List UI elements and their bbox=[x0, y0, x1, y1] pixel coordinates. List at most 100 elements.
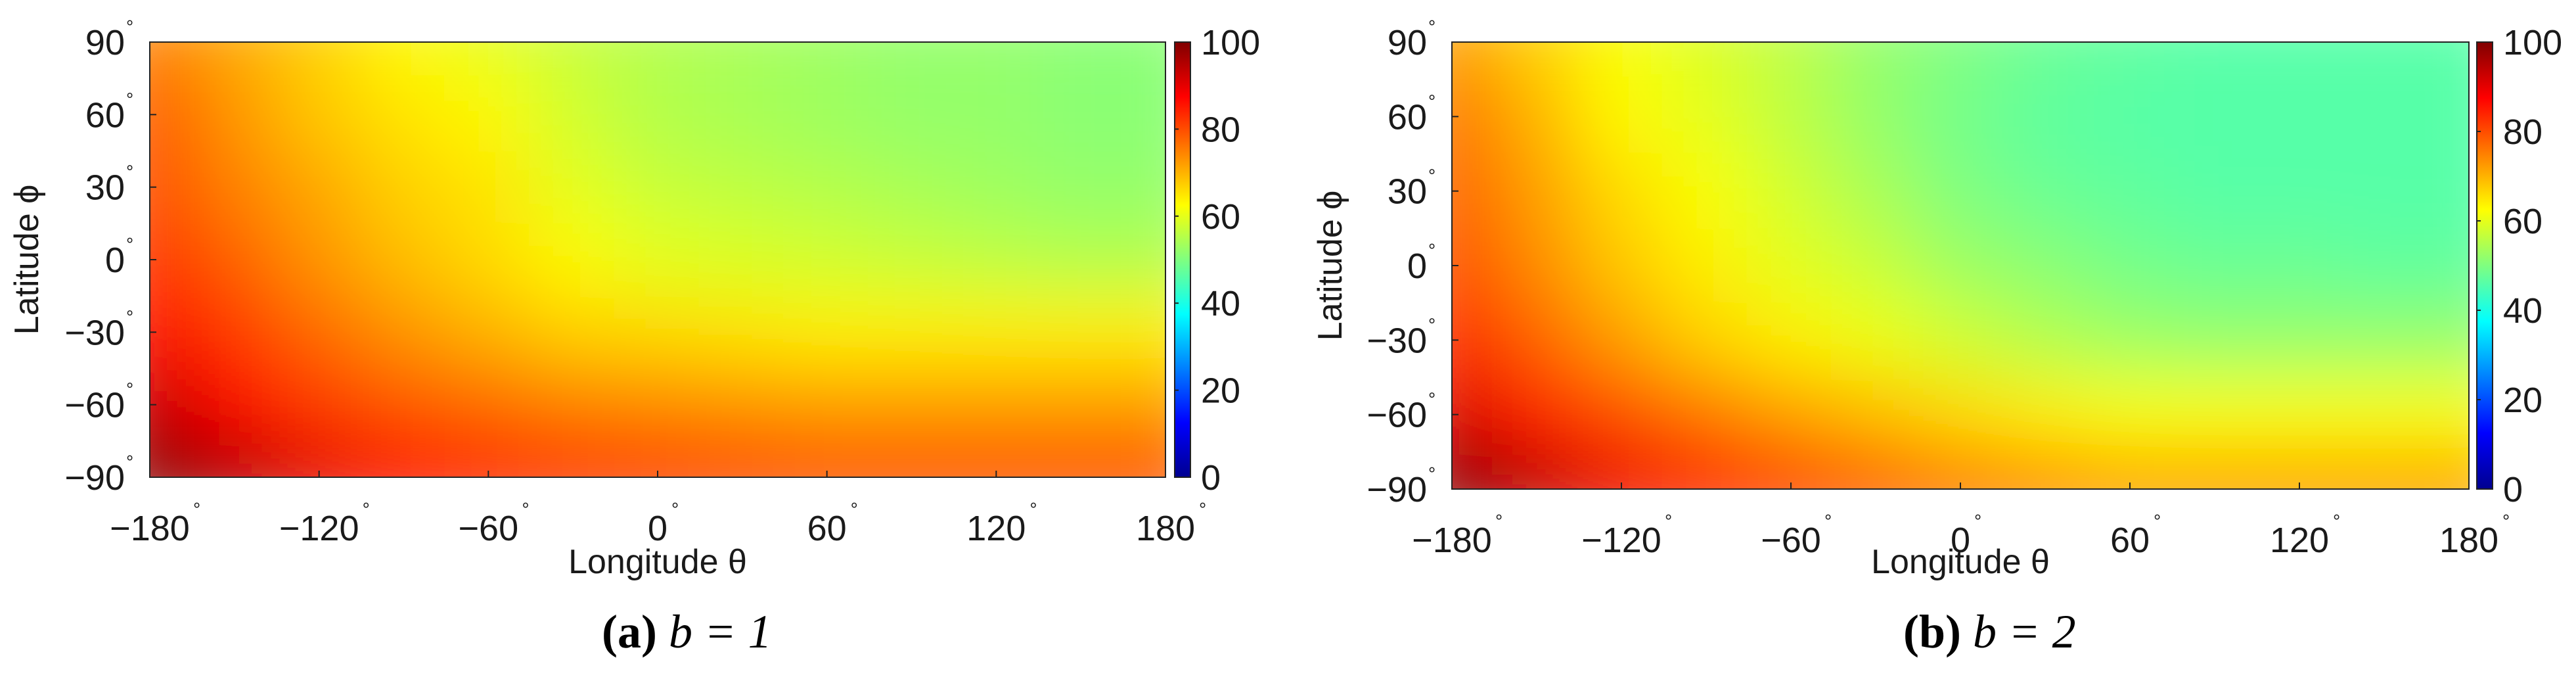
y-tick-degree: ° bbox=[1428, 463, 1435, 484]
heatmap-cell bbox=[1121, 42, 1165, 80]
heatmap-cell bbox=[2171, 301, 2259, 379]
x-ticks-b: −180 ° −120 ° −60 ° 0 ° 60 ° 120 ° 180 ° bbox=[1412, 482, 2510, 560]
heatmap-cell bbox=[2171, 450, 2259, 489]
heatmap-cell bbox=[614, 367, 702, 442]
heatmap-cell bbox=[2425, 153, 2469, 230]
y-tick-degree: ° bbox=[126, 234, 133, 254]
heatmap-cell bbox=[150, 42, 194, 80]
x-tick-label: 0 bbox=[1951, 521, 1970, 560]
heatmap-cell bbox=[1452, 376, 1496, 454]
heatmap-cell bbox=[191, 367, 279, 442]
heatmap-cell bbox=[2086, 227, 2174, 304]
heatmap-cell bbox=[1577, 301, 1665, 379]
heatmap-cell bbox=[444, 367, 532, 442]
heatmap-cell bbox=[952, 222, 1040, 298]
y-tick-degree: ° bbox=[1428, 91, 1435, 111]
heatmap-cell bbox=[698, 42, 786, 80]
caption-equation-a: b = 1 bbox=[669, 605, 772, 658]
y-axis-label-b: Latitude ϕ bbox=[1311, 191, 1349, 341]
y-tick-label: 0 bbox=[1407, 247, 1427, 286]
heatmap-cell bbox=[2001, 42, 2089, 81]
y-tick-degree: ° bbox=[126, 16, 133, 37]
colorbar-tick-label: 80 bbox=[1201, 110, 1240, 149]
heatmap-cell bbox=[1747, 78, 1835, 155]
colorbar-tick-label: 40 bbox=[2503, 291, 2542, 331]
heatmap-cell bbox=[1832, 78, 1920, 155]
heatmap-cell bbox=[868, 294, 955, 370]
x-tick-label: 120 bbox=[2270, 521, 2329, 560]
heatmap-cell bbox=[1452, 78, 1496, 155]
heatmap-cell bbox=[952, 367, 1040, 442]
y-tick-label: 30 bbox=[1388, 172, 1427, 212]
heatmap-cell bbox=[868, 42, 955, 80]
heatmap-b bbox=[1452, 42, 2469, 489]
heatmap-cell bbox=[360, 42, 447, 80]
heatmap-cell bbox=[698, 294, 786, 370]
heatmap-cell bbox=[614, 77, 702, 153]
heatmap-cell bbox=[191, 294, 279, 370]
heatmap-cell bbox=[1662, 153, 1750, 230]
colorbar-tick-label: 80 bbox=[2503, 112, 2542, 152]
heatmap-cell bbox=[360, 77, 447, 153]
heatmap-cell bbox=[1037, 222, 1125, 298]
x-tick-degree: ° bbox=[1199, 499, 1206, 519]
heatmap-cell bbox=[868, 439, 955, 477]
x-tick-label: 180 bbox=[2439, 521, 2498, 560]
heatmap-cell bbox=[1662, 376, 1750, 454]
colorbar-b bbox=[2476, 41, 2493, 490]
heatmap-cell bbox=[868, 222, 955, 298]
heatmap-cell bbox=[2340, 42, 2428, 81]
heatmap-cell bbox=[2255, 376, 2343, 454]
heatmap-cell bbox=[444, 294, 532, 370]
heatmap-cell bbox=[783, 367, 871, 442]
y-tick-label: 30 bbox=[85, 168, 125, 208]
y-tick-degree: ° bbox=[126, 306, 133, 327]
x-axis-label-b: Longitude θ bbox=[1871, 543, 2050, 581]
heatmap-cell bbox=[529, 439, 617, 477]
colorbar-tick-label: 0 bbox=[1201, 458, 1221, 498]
heatmap-cell bbox=[275, 42, 363, 80]
heatmap-cell bbox=[2255, 227, 2343, 304]
heatmap-cell bbox=[1493, 376, 1581, 454]
x-tick-label: 180 bbox=[1136, 509, 1195, 548]
heatmap-cell bbox=[2086, 42, 2174, 81]
colorbar-a bbox=[1174, 41, 1191, 478]
heatmap-cell bbox=[1037, 294, 1125, 370]
heatmap-cell bbox=[1121, 149, 1165, 225]
heatmap-cell bbox=[1121, 367, 1165, 442]
heatmap-cell bbox=[444, 222, 532, 298]
heatmap-cell bbox=[1916, 78, 2004, 155]
heatmap-cell bbox=[2340, 78, 2428, 155]
heatmap-cell bbox=[1577, 227, 1665, 304]
y-tick-label: 90 bbox=[1388, 23, 1427, 62]
heatmap-cell bbox=[1452, 450, 1496, 489]
heatmap-cell bbox=[150, 77, 194, 153]
heatmap-cell bbox=[1747, 227, 1835, 304]
colorbar-tick-label: 40 bbox=[1201, 284, 1240, 323]
heatmap-cell bbox=[952, 77, 1040, 153]
heatmap-cell bbox=[1916, 301, 2004, 379]
heatmap-cell bbox=[868, 367, 955, 442]
heatmap-cell bbox=[2255, 301, 2343, 379]
colorbar-tick-label: 100 bbox=[2503, 23, 2562, 62]
heatmap-cell bbox=[1577, 376, 1665, 454]
heatmap-cell bbox=[698, 77, 786, 153]
heatmap-cell bbox=[1832, 450, 1920, 489]
heatmap-cell bbox=[783, 42, 871, 80]
heatmap-cell bbox=[2086, 376, 2174, 454]
heatmap-cell bbox=[2086, 301, 2174, 379]
heatmap-cell bbox=[529, 149, 617, 225]
heatmap-cell bbox=[191, 149, 279, 225]
heatmap-cell bbox=[783, 77, 871, 153]
heatmap-cell bbox=[529, 294, 617, 370]
heatmap-cell bbox=[2171, 153, 2259, 230]
heatmap-cell bbox=[1832, 227, 1920, 304]
y-ticks-b: 90 °60 °30 °0 °−30 °−60 °−90 ° bbox=[1367, 16, 1458, 509]
heatmap-cell bbox=[2001, 450, 2089, 489]
y-tick-degree: ° bbox=[126, 452, 133, 472]
heatmap-cell bbox=[529, 42, 617, 80]
colorbar-tick-label: 0 bbox=[2503, 470, 2523, 509]
x-axis-label-a: Longitude θ bbox=[568, 543, 747, 581]
heatmap-cell bbox=[1577, 153, 1665, 230]
